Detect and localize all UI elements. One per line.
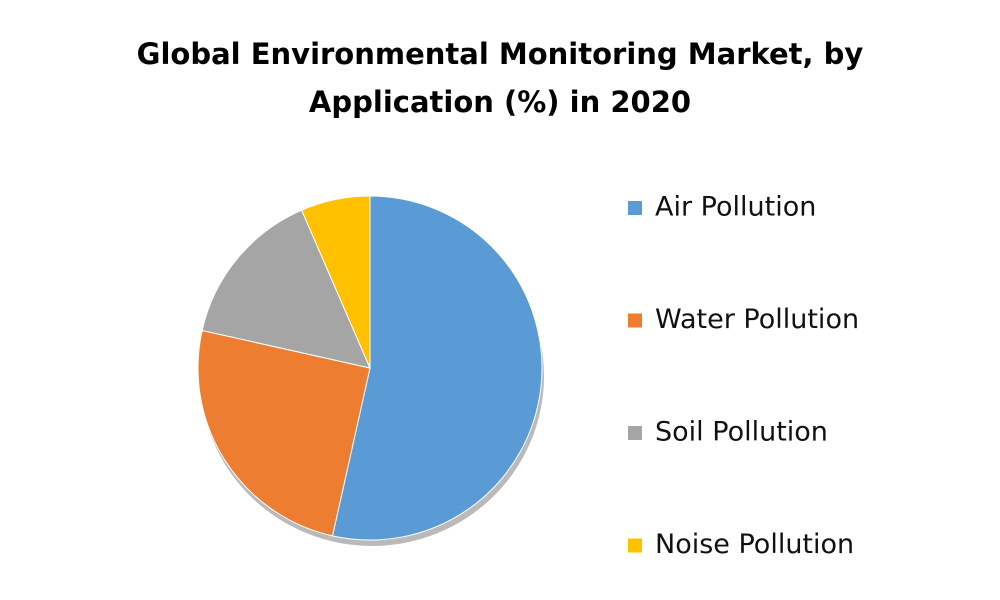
chart-title: Global Environmental Monitoring Market, … xyxy=(136,37,864,119)
legend-swatch xyxy=(628,538,642,553)
pie-slice xyxy=(301,195,371,369)
pie xyxy=(197,195,543,541)
legend-swatch xyxy=(628,426,642,440)
legend: Air Pollution Water Pollution Soil Polluti… xyxy=(628,192,859,560)
legend-label: Noise Pollution xyxy=(655,529,854,560)
legend-swatch xyxy=(628,313,642,328)
legend-swatch xyxy=(628,201,642,215)
pie-slice xyxy=(197,329,371,537)
legend-label: Soil Pollution xyxy=(655,417,828,448)
pie-slice xyxy=(201,209,371,369)
legend-label: Air Pollution xyxy=(655,192,816,223)
pie-slice xyxy=(331,195,543,541)
legend-label: Water Pollution xyxy=(655,304,859,335)
